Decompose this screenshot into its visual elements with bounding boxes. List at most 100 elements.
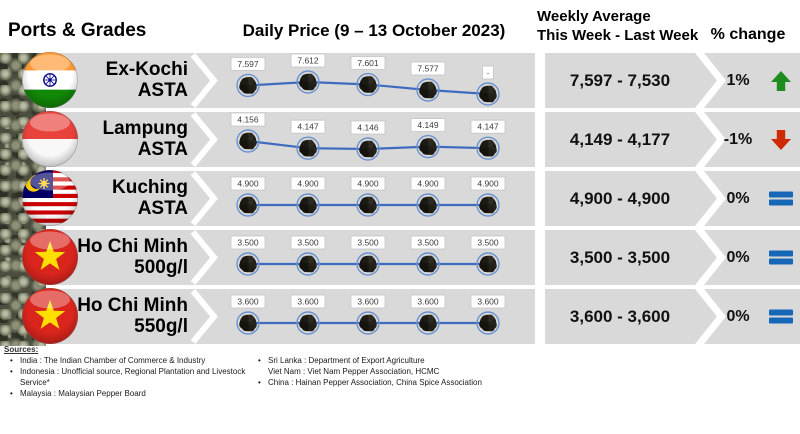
trend-down-icon (771, 129, 791, 150)
port-grade-label: Lampung ASTA (60, 118, 189, 160)
source-item: Malaysia : Malaysian Pepper Board (8, 388, 253, 399)
data-point-label: 4.900 (350, 176, 386, 191)
data-point-label: 7.597 (230, 57, 266, 71)
svg-text:3.600: 3.600 (357, 297, 379, 307)
daily-price-header: Daily Price (9 – 13 October 2023) (242, 21, 506, 40)
trend-equal-icon (769, 309, 793, 324)
weekly-header-line1: Weekly Average (537, 8, 651, 25)
sources-list-left: India : The Indian Chamber of Commerce &… (8, 355, 253, 399)
port-name: Lampung (102, 118, 189, 139)
trend-indicator (767, 171, 795, 226)
port-name: Ex-Kochi (105, 59, 188, 80)
source-item: Indonesia : Unofficial source, Regional … (8, 366, 253, 388)
svg-text:4.149: 4.149 (417, 120, 439, 130)
vietnam-flag-icon (21, 287, 79, 345)
port-grade-label: Ho Chi Minh 500g/l (60, 236, 188, 278)
svg-text:3.500: 3.500 (417, 238, 439, 248)
trend-indicator (767, 53, 795, 108)
trend-indicator (767, 230, 795, 285)
row-band-ports-daily (18, 171, 535, 226)
data-point-label: 4.900 (470, 176, 506, 191)
data-point (356, 193, 380, 217)
svg-text:4.900: 4.900 (297, 179, 319, 189)
data-point-label: 3.600 (350, 294, 386, 309)
sparkline-container: 4.156 4.147 4.146 4.149 4.147 (225, 112, 515, 171)
data-point (416, 311, 440, 335)
data-point (476, 193, 500, 217)
port-grade-label: Ex-Kochi ASTA (60, 59, 188, 101)
daily-price-sparkline: 3.600 3.600 3.600 3.600 3.600 (230, 294, 506, 335)
india-flag-icon (21, 51, 79, 109)
data-point-label: 7.577 (410, 61, 446, 76)
data-point (296, 136, 320, 160)
chevron-separator-icon (190, 53, 218, 108)
trend-equal-icon (769, 191, 793, 206)
daily-price-sparkline: 7.597 7.612 7.601 7.577 - (230, 53, 500, 106)
chevron-separator-icon (190, 289, 218, 344)
weekly-average-value: 3,500 - 3,500 (569, 248, 671, 267)
data-point (296, 193, 320, 217)
row-band-weekly (545, 112, 717, 167)
svg-text:4.156: 4.156 (237, 115, 259, 125)
source-item: China : Hainan Pepper Association, China… (256, 377, 556, 388)
data-point-label: 3.600 (470, 294, 506, 309)
svg-text:7.597: 7.597 (237, 59, 259, 69)
data-point-label: 7.612 (290, 53, 326, 68)
pct-change-value: 0% (726, 249, 750, 266)
svg-text:7.612: 7.612 (297, 56, 319, 66)
data-point (476, 82, 500, 106)
pct-change-value: 0% (726, 308, 750, 325)
data-point (416, 252, 440, 276)
row-band-ports-daily (18, 289, 535, 344)
svg-text:4.900: 4.900 (357, 179, 379, 189)
weekly-header-line2: This Week - Last Week (537, 27, 699, 44)
pct-change-value: 0% (726, 190, 750, 207)
row-band-ports-daily (18, 112, 535, 167)
data-point-label: 4.900 (290, 176, 326, 191)
data-point-label: 3.600 (290, 294, 326, 309)
data-point-label: 3.600 (410, 294, 446, 309)
row-band-weekly (545, 53, 717, 108)
sources-title: Sources: (4, 345, 39, 354)
data-point (236, 311, 260, 335)
weekly-average-value: 4,149 - 4,177 (569, 130, 671, 149)
svg-text:3.600: 3.600 (237, 297, 259, 307)
data-point-label: 3.500 (350, 235, 386, 250)
grade-name: ASTA (137, 80, 188, 101)
data-point (356, 252, 380, 276)
chevron-separator-icon (190, 112, 218, 167)
svg-text:4.900: 4.900 (417, 179, 439, 189)
weekly-average-value: 4,900 - 4,900 (569, 189, 671, 208)
data-point (236, 73, 260, 98)
row-band-ports-daily (18, 53, 535, 108)
sparkline-container: 4.900 4.900 4.900 4.900 4.900 (225, 174, 515, 230)
trend-up-icon (771, 70, 791, 91)
data-point (296, 311, 320, 335)
source-item: India : The Indian Chamber of Commerce &… (8, 355, 253, 366)
sparkline-container: 3.500 3.500 3.500 3.500 3.500 (225, 233, 515, 289)
svg-text:3.500: 3.500 (357, 238, 379, 248)
data-point-label: - (482, 65, 494, 80)
weekly-average-value: 7,597 - 7,530 (569, 71, 671, 90)
port-grade-label: Kuching ASTA (60, 177, 188, 219)
data-point (476, 136, 500, 160)
svg-text:3.500: 3.500 (477, 238, 499, 248)
data-point (356, 311, 380, 335)
svg-text:3.500: 3.500 (297, 238, 319, 248)
data-point (476, 252, 500, 276)
svg-text:7.601: 7.601 (357, 58, 379, 68)
data-point (476, 311, 500, 335)
source-item: Viet Nam : Viet Nam Pepper Association, … (268, 367, 440, 376)
grade-name: ASTA (137, 198, 188, 219)
data-point (356, 72, 380, 97)
data-point-label: 7.601 (350, 56, 386, 70)
indonesia-flag-icon (21, 110, 79, 168)
pct-change-value: 1% (726, 72, 750, 89)
data-point (236, 193, 260, 217)
weekly-average-header: Weekly Average This Week - Last Week (537, 7, 698, 45)
data-point-label: 4.156 (230, 112, 266, 127)
trend-indicator (767, 112, 795, 167)
data-point (296, 70, 320, 94)
data-point (236, 129, 260, 153)
